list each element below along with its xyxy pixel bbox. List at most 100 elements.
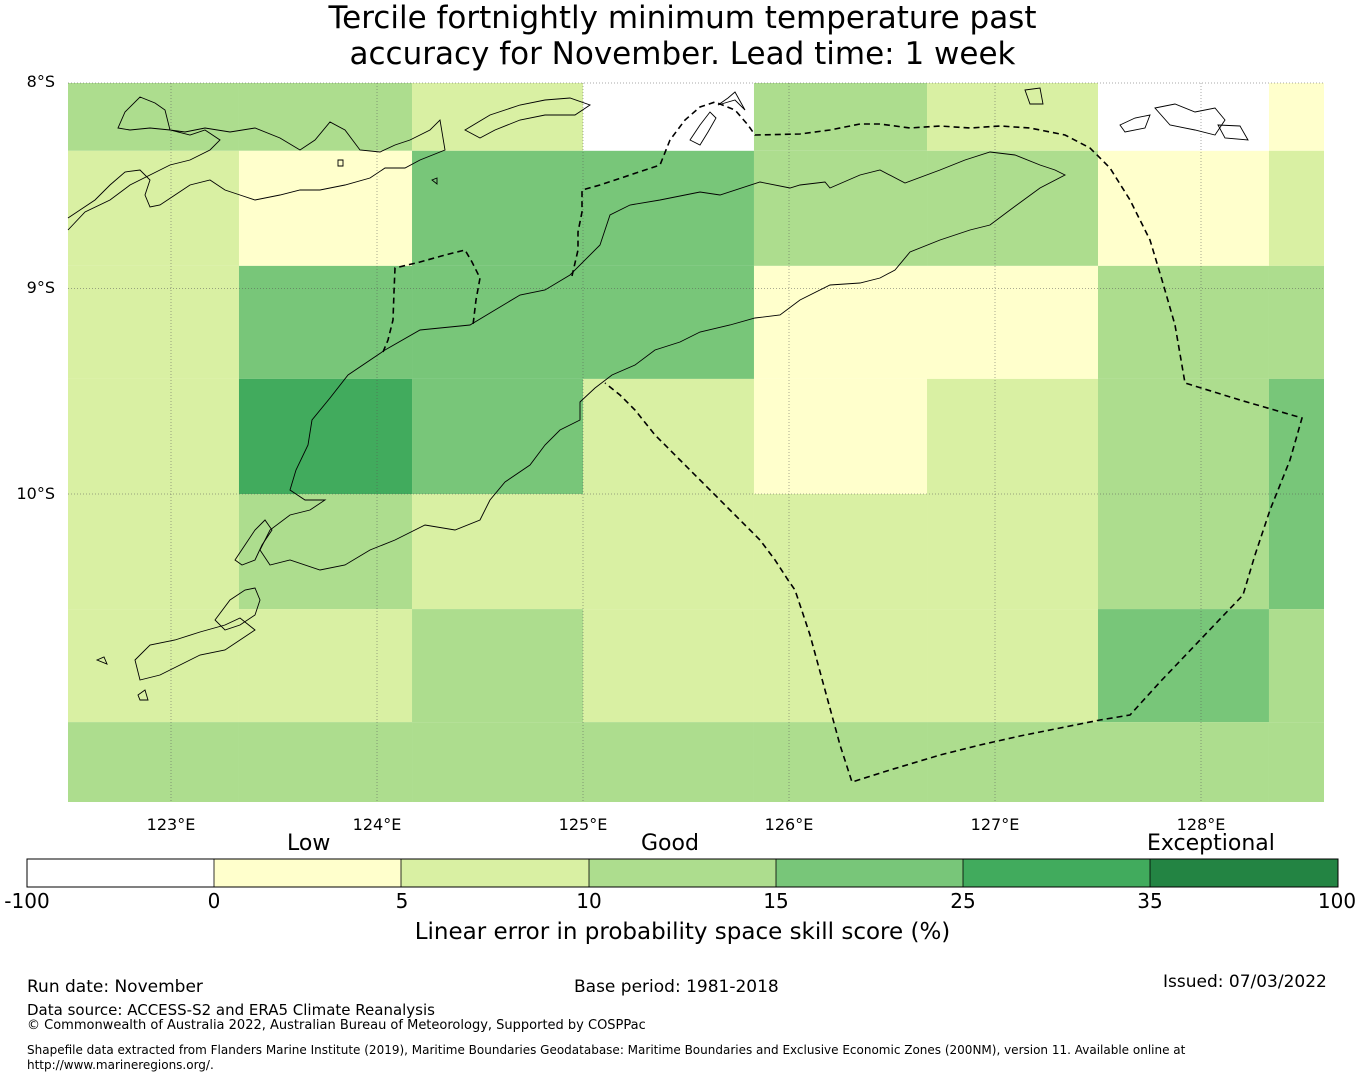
skill-cell-r5-c1 [238,609,413,723]
eez-boundary [382,101,1303,784]
skill-cell-r3-c3 [583,378,754,494]
skill-cell-r4-c7 [1268,494,1324,610]
skill-cell-r4-c6 [1098,494,1269,610]
colorbar-tick-neg100: -100 [4,889,50,913]
skill-cell-r3-c0 [68,378,239,494]
babar-small-coastline [1217,124,1249,141]
skill-cell-r2-c5 [927,265,1098,379]
skill-grid [68,83,1324,802]
y-tick-label-8s: 8°S [26,72,55,91]
skill-cell-r6-c3 [583,722,754,802]
skill-cell-r2-c1 [238,265,413,379]
timor-coastline [259,151,1066,571]
skill-cell-r4-c0 [68,494,239,610]
skill-cell-r5-c4 [753,609,928,723]
skill-cell-r3-c1 [238,378,413,494]
y-tick-label-9s: 9°S [26,278,55,297]
skill-cell-r2-c3 [583,265,754,379]
babar-coastline [1119,114,1151,133]
skill-cell-r6-c7 [1268,722,1324,802]
map-title-line-1: Tercile fortnightly minimum temperature … [328,0,1037,36]
colorbar-category-low: Low [287,831,331,856]
skill-cell-r2-c7 [1268,265,1324,379]
skill-cell-r0-c3 [583,83,754,151]
skill-cell-r5-c6 [1098,609,1269,723]
savu-small-coastline [137,689,149,701]
skill-cell-r6-c6 [1098,722,1269,802]
flores-coastline [67,96,446,231]
colorbar-category-good: Good [641,831,699,856]
skill-cell-r6-c1 [238,722,413,802]
atauro-coastline [689,111,717,146]
skill-cell-r5-c2 [412,609,583,723]
skill-cell-r3-c6 [1098,378,1269,494]
base-period: Base period: 1981-2018 [574,977,779,997]
skill-cell-r2-c6 [1098,265,1269,379]
colorbar-tick-100: 100 [1317,889,1357,913]
skill-cell-r4-c2 [412,494,583,610]
skill-cell-r0-c5 [927,83,1098,151]
colorbar-tick-10: 10 [576,889,602,913]
skill-cell-r0-c2 [412,83,583,151]
small-island-2 [431,177,438,185]
colorbar-tick-5: 5 [395,889,409,913]
skill-cell-r3-c2 [412,378,583,494]
skill-cell-r5-c7 [1268,609,1324,723]
skill-cell-r3-c5 [927,378,1098,494]
skill-cell-r4-c3 [583,494,754,610]
colorbar-segment-2 [401,859,589,887]
skill-cell-r0-c0 [68,83,239,151]
map-title-line-2: accuracy for November. Lead time: 1 week [349,36,1016,72]
small-island-1 [337,159,344,167]
x-tick-label-124e: 124°E [352,815,402,834]
shapefile-credit-line-2: http://www.marineregions.org/. [27,1058,214,1072]
babar-east-coastline [1154,103,1226,136]
issued-date: Issued: 07/03/2022 [1163,972,1327,992]
colorbar-segment-1 [214,859,401,887]
skill-cell-r0-c1 [238,83,413,151]
skill-cell-r5-c0 [68,609,239,723]
oecusse-eez-boundary [382,249,481,353]
skill-cell-r6-c2 [412,722,583,802]
skill-cell-r5-c3 [583,609,754,723]
colorbar-tick-25: 25 [950,889,976,913]
skill-cell-r1-c4 [753,150,928,266]
damar-islands-coastline [1024,87,1044,105]
pantar-coastline [464,97,592,139]
graticule [68,82,1324,802]
colorbar-segment-0 [27,859,214,887]
skill-cell-r1-c7 [1268,150,1324,266]
skill-cell-r4-c5 [927,494,1098,610]
skill-cell-r1-c3 [583,150,754,266]
x-tick-label-125e: 125°E [558,815,608,834]
colorbar [26,858,1339,888]
rote-coastline [234,519,273,566]
ndao-coastline [95,656,108,665]
skill-cell-r6-c5 [927,722,1098,802]
skill-cell-r0-c7 [1268,83,1324,151]
run-date: Run date: November [27,977,203,997]
x-tick-label-126e: 126°E [764,815,814,834]
wetar-coastline [717,91,746,111]
skill-cell-r3-c4 [753,378,928,494]
data-source: Data source: ACCESS-S2 and ERA5 Climate … [27,1001,435,1019]
shapefile-credit-line-1: Shapefile data extracted from Flanders M… [27,1043,1186,1057]
skill-cell-r0-c4 [753,83,928,151]
colorbar-frame [26,858,1339,888]
skill-cell-r2-c4 [753,265,928,379]
x-tick-label-127e: 127°E [970,815,1020,834]
skill-cell-r1-c6 [1098,150,1269,266]
copyright: © Commonwealth of Australia 2022, Austra… [27,1018,646,1033]
rote-south-coastline [134,617,256,681]
colorbar-segment-3 [589,859,776,887]
colorbar-tick-35: 35 [1137,889,1163,913]
colorbar-segment-5 [963,859,1150,887]
skill-cell-r0-c6 [1098,83,1269,151]
colorbar-tick-0: 0 [207,889,221,913]
skill-cell-r1-c2 [412,150,583,266]
x-tick-label-128e: 128°E [1176,815,1226,834]
colorbar-tick-15: 15 [763,889,789,913]
coastlines [67,87,1249,701]
skill-cell-r4-c1 [238,494,413,610]
